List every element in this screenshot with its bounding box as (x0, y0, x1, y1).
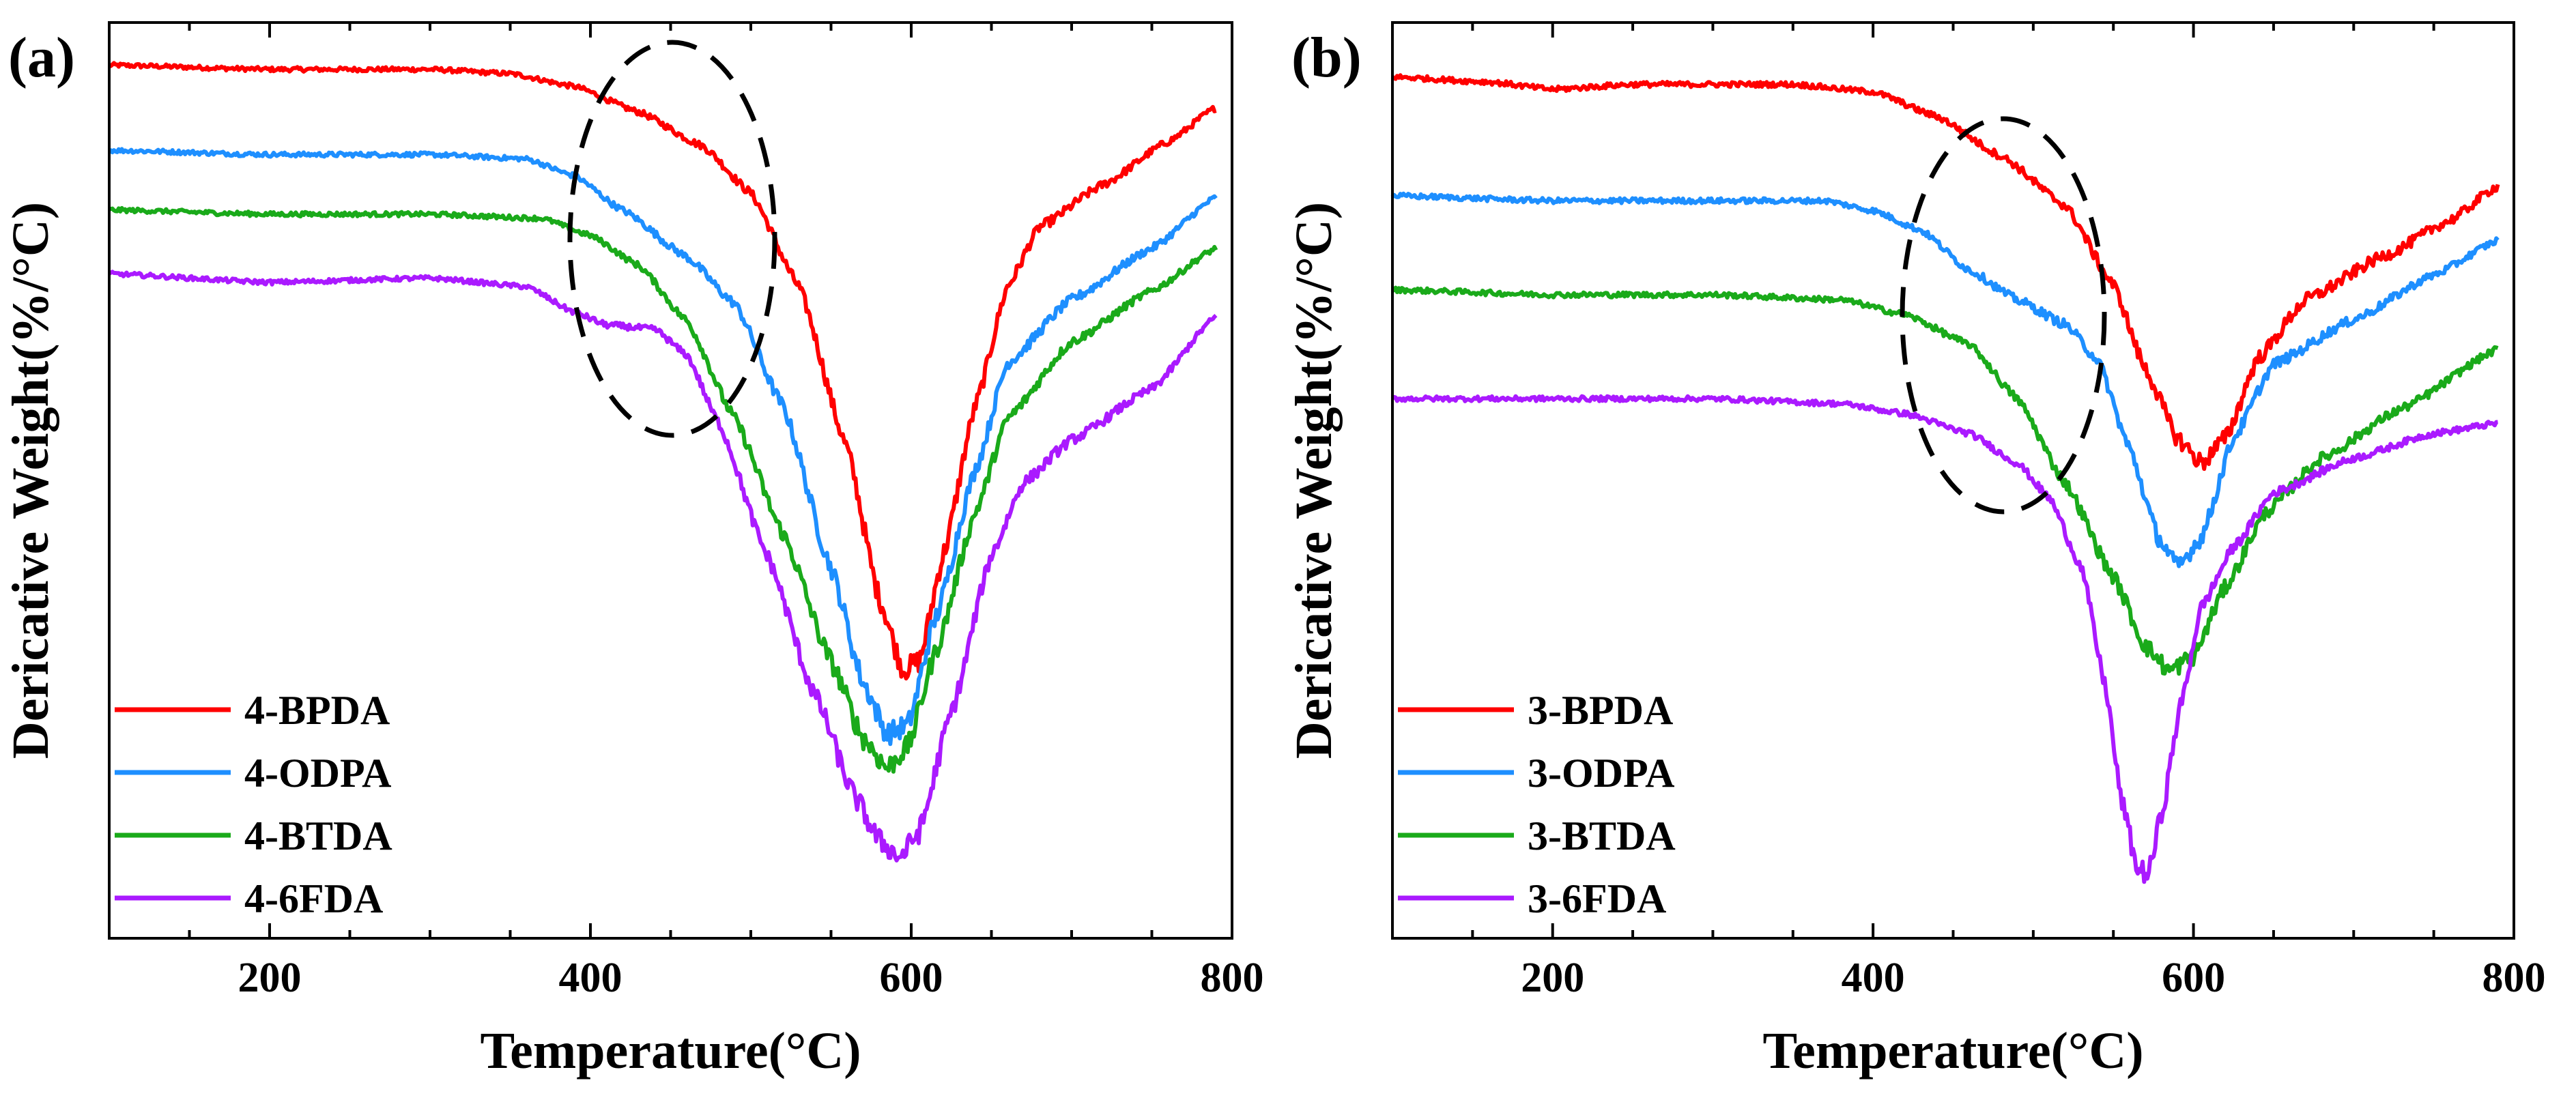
legend-label-4-bpda: 4-BPDA (244, 688, 390, 733)
panel-label: (a) (8, 26, 75, 89)
y-axis-title: Dericative Weight(%/°C) (2, 202, 59, 759)
annotation-ellipse (567, 40, 777, 438)
legend: 3-BPDA 3-ODPA 3-BTDA 3-6FDA (1398, 688, 1676, 921)
legend-label-4-btda: 4-BTDA (244, 813, 392, 858)
series-line-4-btda (109, 205, 1218, 774)
chart-panel-1: 200 400 600 800 Temperature(°C) Dericative We… (2, 21, 1264, 1080)
x-tick-label: 200 (238, 955, 302, 1001)
series-line-3-bpda (1390, 73, 2500, 472)
panel-label: (b) (1291, 26, 1362, 89)
legend-label-4-6fda: 4-6FDA (244, 876, 383, 921)
x-axis-title: Temperature(°C) (480, 1022, 861, 1080)
series-line-4-6fda (108, 270, 1218, 863)
series-line-3-6fda (1390, 394, 2499, 884)
legend-label-3-6fda: 3-6FDA (1528, 876, 1666, 921)
y-axis-title: Dericative Weight(%/°C) (1285, 202, 1343, 759)
x-tick-label: 600 (880, 955, 943, 1001)
series-line-4-odpa (109, 147, 1218, 747)
x-tick-label: 800 (2482, 955, 2546, 1001)
plot-frame (108, 21, 1233, 940)
x-tick-label: 600 (2162, 955, 2225, 1001)
series-line-3-odpa (1390, 191, 2500, 568)
plot-frame (1391, 21, 2515, 940)
x-tick-label: 800 (1201, 955, 1264, 1001)
legend-label-3-btda: 3-BTDA (1528, 813, 1676, 858)
x-axis-title: Temperature(°C) (1762, 1022, 2143, 1080)
legend: 4-BPDA 4-ODPA 4-BTDA 4-6FDA (115, 688, 392, 921)
legend-label-3-bpda: 3-BPDA (1528, 688, 1673, 733)
series-line-3-btda (1391, 285, 2499, 676)
x-tick-label: 200 (1521, 955, 1584, 1001)
x-tick-label: 400 (559, 955, 622, 1001)
legend-label-4-odpa: 4-ODPA (244, 751, 392, 796)
chart-panel-2: 200 400 600 800 Temperature(°C) Dericative We… (1285, 21, 2546, 1080)
x-tick-label: 400 (1842, 955, 1905, 1001)
series-line-4-bpda (107, 61, 1217, 681)
legend-label-3-odpa: 3-ODPA (1528, 751, 1675, 796)
annotation-ellipse (1900, 116, 2107, 515)
